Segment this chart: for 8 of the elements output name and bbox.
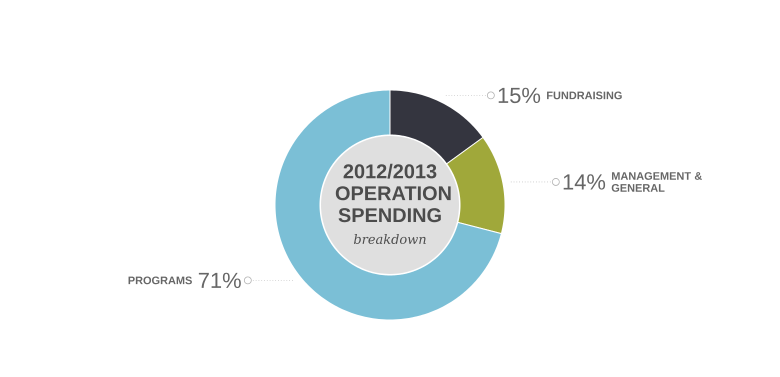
data-label: 15% (498, 88, 540, 104)
slice-label: MANAGEMENT & GENERAL (612, 172, 702, 192)
text: breakdown (354, 234, 426, 244)
data-label: 14% (564, 174, 606, 190)
slice-label: FUNDRAISING (547, 92, 622, 100)
text: 2012/2013 OPERATION SPENDING (336, 164, 451, 222)
slice-label: PROGRAMS (128, 276, 192, 284)
data-label: 71% (198, 272, 241, 288)
